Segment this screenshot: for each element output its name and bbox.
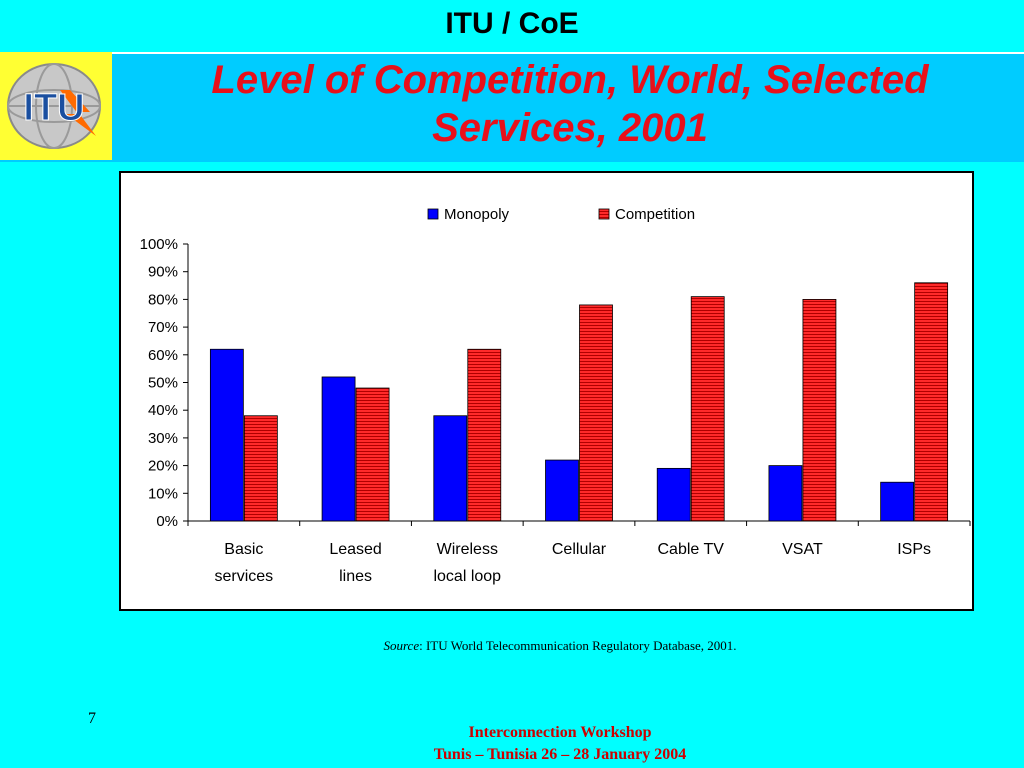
title-band bbox=[0, 52, 1024, 162]
chart-legend: Monopoly Competition bbox=[427, 206, 695, 223]
bar-competition bbox=[355, 387, 390, 522]
bar-competition bbox=[690, 296, 725, 522]
y-tick-label: 50% bbox=[148, 375, 178, 392]
top-bar bbox=[0, 0, 1024, 50]
legend-label-competition: Competition bbox=[615, 206, 695, 223]
itu-logo: ITU bbox=[0, 52, 112, 160]
x-tick-label: Cellular bbox=[552, 541, 607, 558]
y-axis: 0% 10% 20% 30% 40% 50% 60% 70% 80% 90% 100% bbox=[140, 236, 189, 530]
legend-swatch-monopoly bbox=[427, 208, 439, 220]
itu-globe-icon: ITU bbox=[7, 63, 101, 149]
bar-monopoly bbox=[545, 459, 579, 522]
x-tick-label: ISPs bbox=[897, 541, 931, 558]
bar-monopoly bbox=[209, 348, 244, 522]
y-tick-label: 100% bbox=[140, 236, 178, 253]
source-text: : ITU World Telecommunication Regulatory… bbox=[419, 638, 737, 653]
bar-monopoly bbox=[768, 465, 803, 522]
footer-line2: Tunis – Tunisia 26 – 28 January 2004 bbox=[433, 746, 687, 763]
page-number: 7 bbox=[88, 710, 96, 727]
bar-chart: Monopoly Competition 0% 10% 20% 30% 40% 50% 60… bbox=[140, 206, 971, 585]
bar-monopoly bbox=[321, 376, 356, 522]
legend-label-monopoly: Monopoly bbox=[444, 206, 510, 223]
x-tick-label: Cable TV bbox=[658, 541, 725, 558]
y-tick-label: 60% bbox=[148, 347, 178, 364]
x-tick-label: Leased bbox=[329, 541, 382, 558]
bar-monopoly bbox=[433, 415, 468, 522]
x-tick-label: services bbox=[215, 568, 274, 585]
bar-competition bbox=[802, 299, 837, 522]
x-tick-label: local loop bbox=[433, 568, 501, 585]
legend-swatch-competition bbox=[598, 208, 610, 220]
slide-title: Level of Competition, World, Selected Se… bbox=[116, 56, 1024, 152]
y-tick-label: 90% bbox=[148, 264, 178, 281]
x-tick-label: lines bbox=[339, 568, 372, 585]
x-tick-label: VSAT bbox=[782, 541, 823, 558]
y-tick-label: 10% bbox=[148, 485, 178, 502]
slide-title-line1: Level of Competition, World, Selected bbox=[211, 58, 929, 102]
bars bbox=[209, 282, 949, 522]
x-tick-label: Wireless bbox=[437, 541, 498, 558]
slide-title-line2: Services, 2001 bbox=[432, 106, 708, 150]
y-tick-label: 20% bbox=[148, 458, 178, 475]
footer-line1: Interconnection Workshop bbox=[468, 724, 652, 741]
bar-competition bbox=[243, 415, 278, 522]
y-tick-label: 70% bbox=[148, 319, 178, 336]
x-tick-label: Basic bbox=[224, 541, 263, 558]
y-tick-label: 0% bbox=[156, 513, 178, 530]
y-tick-label: 40% bbox=[148, 402, 178, 419]
logo-text: ITU bbox=[23, 87, 84, 129]
source-label: Source bbox=[383, 638, 420, 653]
y-tick-label: 80% bbox=[148, 291, 178, 308]
bar-monopoly bbox=[656, 467, 691, 522]
bar-competition bbox=[914, 282, 949, 522]
footer: Interconnection Workshop Tunis – Tunisia… bbox=[0, 722, 1024, 766]
bar-competition bbox=[579, 304, 613, 522]
source-note: Source: ITU World Telecommunication Regu… bbox=[0, 638, 1024, 654]
y-tick-label: 30% bbox=[148, 430, 178, 447]
header-title: ITU / CoE bbox=[445, 7, 579, 40]
x-axis: Basic services Leased lines Wireless local lo… bbox=[187, 520, 971, 585]
chart-box: Monopoly Competition 0% 10% 20% 30% 40% 50% 60… bbox=[119, 171, 974, 611]
bar-monopoly bbox=[880, 481, 915, 522]
bar-competition bbox=[467, 348, 502, 522]
